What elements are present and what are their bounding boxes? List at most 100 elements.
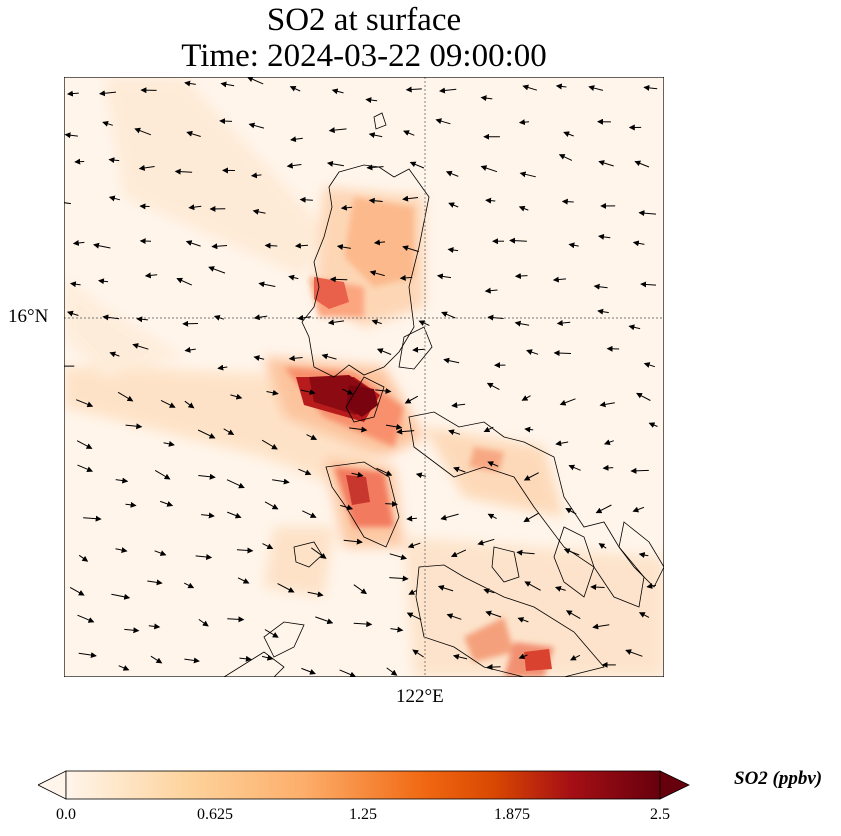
wind-arrow — [197, 429, 216, 439]
wind-arrow — [412, 346, 425, 353]
wind-arrow — [290, 136, 303, 143]
wind-arrow — [264, 501, 279, 510]
wind-arrow — [477, 538, 495, 546]
wind-arrow — [405, 86, 422, 93]
wind-arrow — [307, 591, 324, 598]
wind-arrow — [118, 665, 130, 671]
wind-arrow — [565, 610, 581, 620]
wind-arrow — [286, 162, 302, 169]
wind-arrow — [186, 130, 201, 137]
wind-arrow — [553, 350, 572, 357]
title-line-1: SO2 at surface — [266, 2, 462, 38]
wind-arrow — [597, 308, 609, 315]
wind-arrow — [638, 210, 657, 217]
wind-arrow — [445, 170, 459, 177]
wind-arrow — [406, 515, 417, 522]
wind-arrow — [638, 612, 650, 618]
wind-arrow — [136, 316, 148, 323]
wind-arrow — [390, 626, 404, 633]
wind-arrow — [483, 588, 495, 595]
wind-arrow — [453, 466, 466, 473]
wind-arrow — [523, 512, 540, 523]
wind-arrow — [134, 127, 152, 136]
wind-arrow — [634, 160, 650, 168]
wind-arrow — [402, 195, 419, 202]
colorbar-tick-4: 2.5 — [650, 806, 670, 823]
wind-arrow — [446, 613, 462, 620]
wind-arrow — [555, 83, 567, 90]
wind-arrow — [109, 351, 120, 358]
wind-arrow — [554, 586, 566, 592]
wind-arrow — [552, 276, 567, 283]
wind-arrow — [154, 469, 171, 480]
wind-arrow — [643, 362, 656, 368]
wind-arrow — [329, 276, 348, 283]
wind-arrow — [452, 653, 468, 660]
wind-arrow — [261, 439, 278, 450]
wind-arrow — [373, 239, 386, 246]
colorbar-high-extend — [659, 770, 690, 800]
wind-arrow — [246, 77, 264, 85]
wind-arrow — [102, 120, 113, 127]
wind-arrow — [77, 464, 94, 473]
wind-arrow — [83, 515, 102, 522]
wind-arrow — [298, 468, 312, 476]
wind-arrow — [300, 389, 316, 395]
wind-arrow — [483, 426, 494, 433]
colorbar-tick-2: 1.25 — [349, 806, 377, 823]
wind-arrow — [76, 399, 94, 408]
wind-arrow — [226, 479, 245, 489]
wind-arrow — [561, 198, 574, 205]
wind-arrow — [72, 239, 85, 246]
wind-arrow — [517, 617, 529, 623]
wind-arrow — [630, 467, 649, 474]
wind-arrow — [327, 319, 345, 326]
wind-arrow — [297, 314, 312, 321]
wind-arrow — [435, 118, 451, 125]
wind-arrow — [211, 243, 228, 250]
wind-arrow — [415, 472, 427, 479]
wind-arrow — [439, 87, 457, 94]
wind-arrow — [385, 501, 398, 507]
wind-arrow — [599, 401, 615, 408]
wind-arrow — [195, 554, 213, 560]
wind-arrow — [188, 204, 202, 211]
wind-arrow — [111, 593, 131, 600]
wind-arrow — [99, 90, 117, 97]
wind-arrow — [328, 127, 347, 134]
wind-arrow — [301, 667, 316, 675]
wind-arrow — [448, 202, 459, 208]
wind-arrow — [368, 132, 383, 139]
wind-arrow — [294, 242, 309, 249]
wind-arrow — [174, 168, 193, 175]
wind-arrow — [264, 242, 278, 249]
wind-arrow — [176, 277, 193, 286]
wind-arrow — [592, 623, 610, 630]
lon-tick-label: 122°E — [396, 686, 444, 707]
wind-arrow — [638, 552, 649, 558]
wind-arrow — [66, 310, 79, 317]
wind-arrow — [514, 273, 528, 279]
wind-arrow — [264, 629, 279, 638]
wind-arrow — [516, 549, 535, 556]
wind-arrow — [385, 423, 403, 430]
wind-arrow — [563, 131, 574, 137]
wind-arrow — [570, 654, 581, 661]
wind-arrow — [406, 612, 422, 621]
wind-arrow — [227, 511, 242, 519]
wind-arrow — [636, 392, 651, 401]
wind-arrow — [336, 244, 351, 250]
wind-arrow — [484, 287, 498, 294]
wind-arrow — [64, 202, 71, 205]
wind-arrow — [219, 118, 233, 125]
wind-arrow — [115, 547, 128, 553]
wind-arrow — [147, 579, 163, 586]
wind-arrow — [376, 467, 393, 476]
wind-arrow — [418, 320, 430, 326]
wind-arrow — [485, 610, 502, 618]
wind-arrow — [646, 583, 657, 589]
wind-arrow — [154, 550, 167, 556]
wind-arrow — [272, 478, 290, 485]
wind-arrow — [450, 549, 467, 558]
colorbar-low-extend — [38, 770, 67, 800]
